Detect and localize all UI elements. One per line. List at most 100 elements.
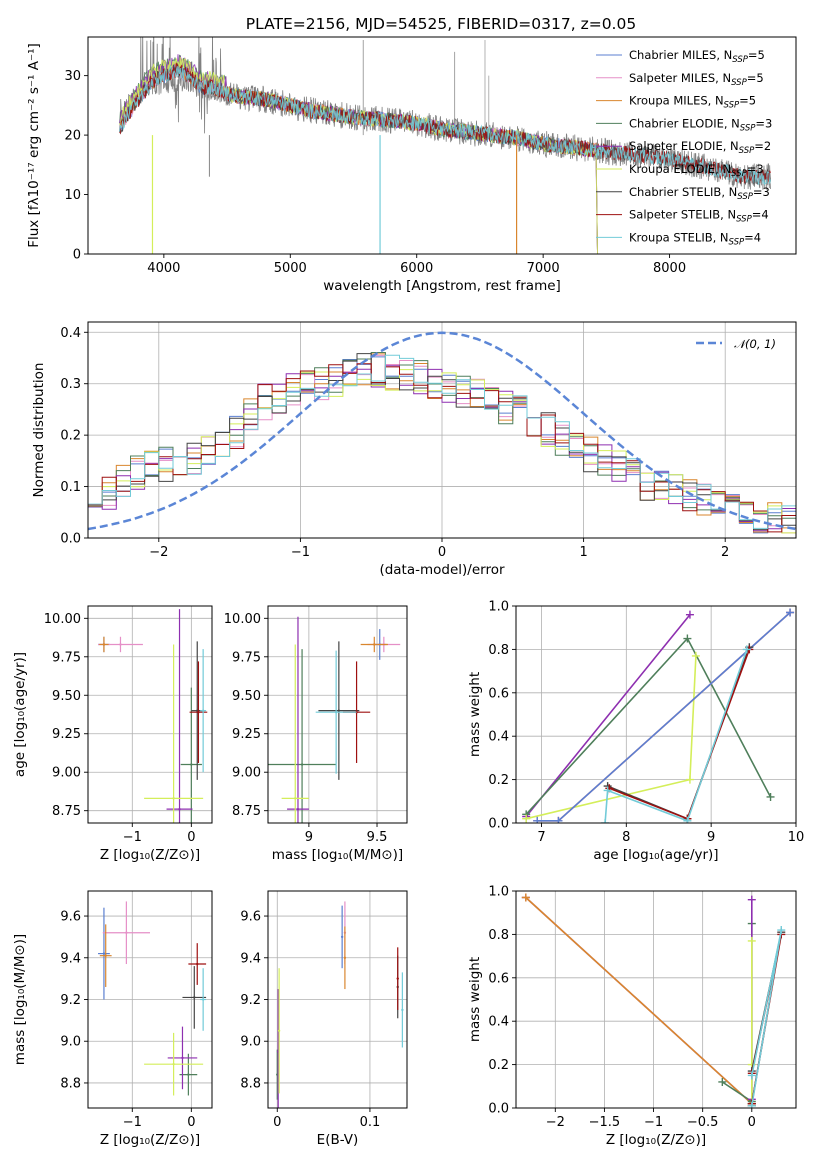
figure-title: PLATE=2156, MJD=54525, FIBERID=0317, z=0… (246, 15, 636, 33)
x-tick-label: −1 (123, 1115, 142, 1130)
y-tick-label: 9.25 (52, 727, 81, 742)
x-tick-label: 0 (187, 1115, 195, 1130)
data-point (193, 996, 196, 999)
residual-histogram (88, 354, 796, 529)
x-tick-label: 9 (707, 830, 715, 845)
y-tick-label: 0.0 (488, 1102, 509, 1117)
axes-frame (267, 605, 408, 824)
weight-line (721, 923, 753, 1103)
x-tick-label: 1 (579, 545, 587, 560)
weight-marker (522, 814, 531, 823)
y-axis-label: Flux [fλ10⁻¹⁷ erg cm⁻² s⁻¹ A⁻¹] (26, 43, 42, 248)
data-point (104, 954, 107, 957)
model-spectrum (119, 62, 598, 254)
x-tick-label: 0.1 (360, 1115, 381, 1130)
y-tick-label: 9.6 (60, 910, 81, 925)
y-tick-label: 0.8 (488, 928, 509, 943)
y-tick-label: 9.6 (240, 910, 261, 925)
x-tick-label: 0 (438, 545, 446, 560)
x-tick-label: −1 (644, 1115, 663, 1130)
y-tick-label: 9.50 (232, 689, 261, 704)
y-tick-label: 10 (64, 188, 81, 203)
y-tick-label: 8.75 (52, 804, 81, 819)
data-point (190, 763, 193, 766)
weight-marker (747, 895, 756, 904)
y-axis-label: age [log₁₀(age/yr)] (12, 652, 28, 777)
model-spectrum (119, 64, 771, 186)
y-tick-label: 9.25 (232, 727, 261, 742)
x-axis-label: Z [log₁₀(Z/Z⊙)] (100, 847, 200, 863)
x-tick-label: −1 (291, 545, 310, 560)
data-point (125, 931, 128, 934)
y-tick-label: 9.00 (52, 766, 81, 781)
y-tick-label: 1.0 (488, 885, 509, 900)
model-spectrum (119, 62, 598, 254)
plot-area (119, 37, 771, 254)
plot-area (268, 616, 401, 823)
y-tick-label: 9.0 (240, 1035, 261, 1050)
panel-age-vs-mass: 9 9.5 8.75 9.00 9.25 9.50 9.75 10.00 mass [log₁₀… (224, 605, 408, 863)
x-axis-label: wavelength [Angstrom, rest frame] (323, 278, 561, 294)
y-tick-label: 9.4 (60, 951, 81, 966)
data-point (172, 1062, 175, 1066)
y-tick-label: 0.2 (488, 773, 509, 788)
plot-area (521, 893, 786, 1108)
residual-histogram (88, 369, 796, 534)
axes-frame (87, 605, 213, 824)
x-tick-label: 9.5 (367, 830, 388, 845)
y-tick-label: 8.8 (60, 1076, 81, 1091)
weight-marker (777, 926, 786, 935)
x-axis-label: age [log₁₀(age/yr)] (593, 847, 718, 863)
panel-weight-vs-Z: −2 −1.5 −1 −0.5 0 0.0 0.2 0.4 0.6 0.8 1.0 Z [log₁₀(… (467, 885, 797, 1148)
x-tick-label: 8 (622, 830, 630, 845)
weight-marker (554, 816, 563, 823)
y-axis-label: mass weight (467, 957, 483, 1042)
data-point (296, 807, 300, 811)
weight-marker (742, 645, 751, 654)
weight-marker (685, 775, 694, 784)
weight-marker (747, 936, 756, 945)
x-tick-label: 10 (788, 830, 805, 845)
y-tick-label: 9.75 (232, 650, 261, 665)
legend-label: Kroupa STELIB, NSSP=4 (629, 230, 761, 247)
y-tick-label: 0.6 (488, 971, 509, 986)
data-point (102, 952, 106, 955)
x-tick-label: 0 (748, 1115, 756, 1130)
weight-line (537, 611, 791, 822)
y-tick-label: 8.75 (232, 804, 261, 819)
x-axis-label: (data-model)/error (379, 562, 505, 578)
data-point (343, 956, 347, 959)
weight-marker (533, 816, 542, 823)
x-tick-label: 0 (187, 830, 195, 845)
y-tick-label: 30 (64, 69, 81, 84)
y-tick-label: 0 (73, 248, 81, 263)
weight-marker (685, 610, 694, 619)
x-axis-label: E(B-V) (317, 1132, 359, 1148)
y-tick-label: 0.3 (60, 377, 81, 392)
x-tick-label: 7 (537, 830, 545, 845)
y-tick-label: 9.0 (60, 1035, 81, 1050)
y-tick-label: 0.0 (60, 532, 81, 547)
weight-marker (691, 651, 700, 660)
data-point (396, 977, 399, 980)
y-tick-label: 0.4 (488, 730, 509, 745)
data-point (334, 710, 338, 714)
weight-line (525, 614, 691, 818)
panel-age-vs-Z: −1 0 8.75 9.00 9.25 9.50 9.75 10.00 Z [log₁₀(Z/Z… (12, 605, 213, 863)
plot-area (522, 608, 795, 823)
plot-area (98, 609, 208, 823)
weight-line (526, 655, 697, 820)
y-axis-label: mass weight (467, 672, 483, 757)
y-tick-label: 9.2 (240, 993, 261, 1008)
y-tick-label: 9.4 (240, 951, 261, 966)
weight-line (604, 649, 748, 823)
data-point (197, 710, 200, 714)
weight-marker (601, 819, 610, 823)
x-tick-label: −1 (123, 830, 142, 845)
data-point (172, 797, 175, 800)
y-tick-label: 1.0 (488, 600, 509, 615)
legend-label: 𝒩(0, 1) (734, 337, 776, 351)
y-tick-label: 10.00 (224, 612, 261, 627)
data-point (277, 1029, 281, 1032)
